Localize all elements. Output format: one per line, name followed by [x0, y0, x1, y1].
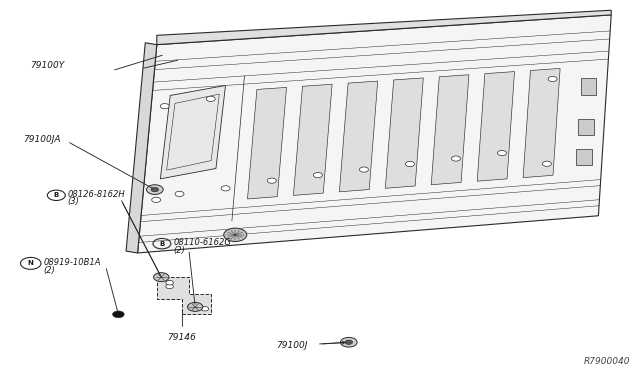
Circle shape — [175, 191, 184, 196]
Circle shape — [268, 178, 276, 183]
Circle shape — [345, 340, 353, 344]
Circle shape — [188, 302, 203, 311]
Circle shape — [543, 161, 552, 166]
Circle shape — [151, 187, 159, 192]
Text: 79100Y: 79100Y — [29, 61, 64, 70]
Polygon shape — [578, 119, 593, 135]
Polygon shape — [431, 75, 469, 185]
Circle shape — [224, 228, 247, 241]
Text: 08110-6162G: 08110-6162G — [173, 238, 231, 247]
Text: (2): (2) — [44, 266, 56, 275]
Polygon shape — [576, 149, 591, 165]
Circle shape — [147, 185, 163, 195]
Text: B: B — [54, 192, 59, 198]
Circle shape — [497, 150, 506, 155]
Text: 08126-8162H: 08126-8162H — [68, 190, 125, 199]
Circle shape — [340, 337, 357, 347]
Polygon shape — [580, 78, 596, 94]
Circle shape — [221, 186, 230, 191]
Text: 08919-10B1A: 08919-10B1A — [44, 258, 101, 267]
Circle shape — [201, 307, 209, 311]
Polygon shape — [157, 277, 211, 314]
Circle shape — [360, 167, 369, 172]
Text: (2): (2) — [173, 246, 186, 255]
Circle shape — [206, 96, 215, 102]
Text: B: B — [159, 241, 164, 247]
Polygon shape — [157, 10, 611, 45]
Circle shape — [152, 197, 161, 202]
Text: (3): (3) — [68, 198, 80, 206]
Polygon shape — [161, 86, 225, 179]
Circle shape — [195, 305, 202, 309]
Text: 79100JA: 79100JA — [23, 135, 61, 144]
Text: 79146: 79146 — [167, 333, 195, 342]
Circle shape — [166, 280, 173, 285]
Polygon shape — [523, 68, 560, 177]
Polygon shape — [477, 71, 515, 181]
Text: 79100J: 79100J — [276, 341, 307, 350]
Circle shape — [406, 161, 415, 167]
Circle shape — [154, 273, 169, 282]
Circle shape — [166, 284, 173, 289]
Polygon shape — [293, 84, 332, 195]
Polygon shape — [248, 87, 287, 199]
Polygon shape — [385, 78, 423, 188]
Circle shape — [451, 156, 460, 161]
Text: R7900040: R7900040 — [584, 357, 630, 366]
Circle shape — [314, 173, 323, 178]
Polygon shape — [138, 15, 611, 253]
Text: N: N — [28, 260, 34, 266]
Polygon shape — [339, 81, 378, 192]
Circle shape — [113, 311, 124, 318]
Circle shape — [160, 103, 169, 109]
Polygon shape — [126, 43, 157, 253]
Circle shape — [548, 76, 557, 81]
